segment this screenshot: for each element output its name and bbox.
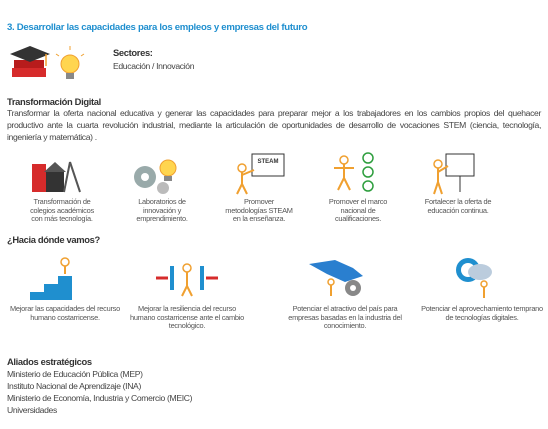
cloud-icon	[456, 258, 492, 298]
paragraph: Transformar la oferta nacional educativa…	[7, 108, 541, 142]
item-caption: Promover el marco nacional de cualificac…	[328, 197, 388, 223]
lab-icon	[134, 159, 177, 194]
stairs-icon	[30, 257, 72, 300]
steam-icon: STEAM	[236, 153, 285, 195]
map-icon	[309, 260, 363, 296]
sectors-value: Educación / Innovación	[113, 61, 195, 71]
board-icon	[433, 153, 475, 195]
section-heading: Transformación Digital	[7, 96, 101, 107]
title: 3. Desarrollar las capacidades para los …	[7, 22, 308, 33]
checklist-icon	[334, 152, 374, 192]
ally: Ministerio de Economía, Industria y Come…	[7, 393, 193, 403]
item-caption: Transformación de colegios académicos co…	[30, 197, 94, 223]
item-caption: Fortalecer la oferta de educación contin…	[424, 197, 492, 215]
steam-label: STEAM	[258, 159, 279, 165]
ally: Universidades	[7, 405, 57, 415]
ally: Ministerio de Educación Pública (MEP)	[7, 369, 143, 379]
section-heading: Aliados estratégicos	[7, 356, 92, 367]
item-caption: Mejorar la resiliencia del recurso human…	[129, 304, 245, 330]
ally: Instituto Nacional de Aprendizaje (INA)	[7, 381, 141, 391]
education-icon	[10, 46, 85, 79]
item-caption: Potenciar el aprovechamiento temprano de…	[421, 304, 543, 322]
resilience-icon	[156, 263, 218, 297]
item-caption: Promover metodologías STEAM en la enseña…	[225, 197, 293, 223]
sectors-label: Sectores:	[113, 47, 153, 58]
school-icon	[32, 161, 81, 193]
item-caption: Laboratorios de innovación y emprendimie…	[136, 197, 188, 223]
item-caption: Potenciar el atractivo del país para emp…	[288, 304, 402, 330]
item-caption: Mejorar las capacidades del recurso huma…	[10, 304, 120, 322]
section-heading: ¿Hacia dónde vamos?	[7, 234, 100, 245]
